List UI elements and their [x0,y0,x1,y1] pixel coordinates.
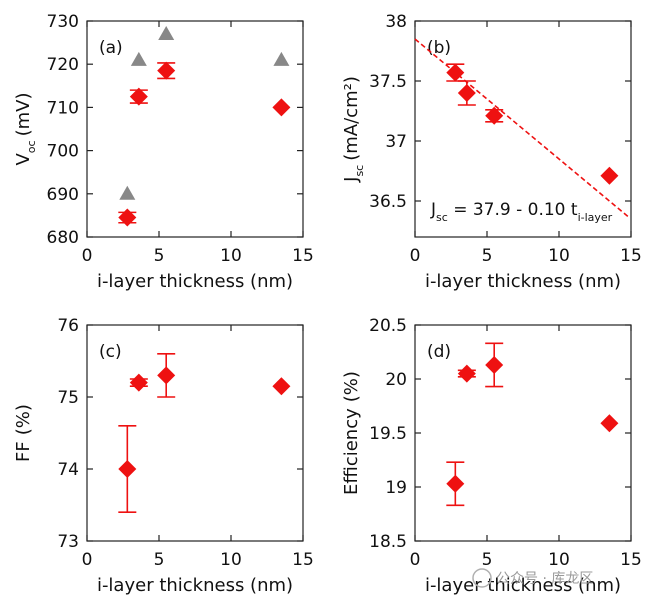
x-axis-label: i-layer thickness (nm) [97,575,293,596]
data-point-diamond [118,208,137,227]
data-point-diamond [129,373,148,392]
data-point-diamond [485,106,504,125]
y-tick-label: 73 [57,532,79,552]
fit-equation-main: J [430,200,436,220]
y-tick-label: 680 [47,228,79,248]
x-axis-label: i-layer thickness (nm) [425,271,621,292]
data-point-diamond [272,98,291,117]
x-tick-label: 5 [154,246,165,266]
y-axis-label-main: V [13,153,34,166]
x-tick-label: 15 [620,246,642,266]
y-tick-label: 20.5 [369,316,407,336]
y-axis-label-unit: (%) [13,404,34,435]
x-tick-label: 0 [82,550,93,570]
y-axis-label-sub: sc [353,165,366,177]
y-axis-label-main: J [341,177,362,183]
data-point-diamond [446,63,465,82]
x-tick-label: 15 [620,550,642,570]
y-tick-label: 720 [47,55,79,75]
x-tick-label: 0 [410,246,421,266]
y-tick-label: 75 [57,388,79,408]
fit-equation-tail-sub: i-layer [578,211,613,224]
data-point-diamond [129,87,148,106]
x-tick-label: 5 [154,550,165,570]
x-axis-label: i-layer thickness (nm) [97,271,293,292]
data-point-diamond [457,84,476,102]
y-tick-label: 37.5 [369,72,407,92]
x-tick-label: 15 [292,550,314,570]
fit-line [414,38,629,218]
fit-equation-body: = 37.9 - 0.10 t [448,200,578,220]
x-tick-label: 0 [410,550,421,570]
y-axis-label: Voc (mV) [13,92,38,165]
y-axis-label-unit: (%) [341,371,362,402]
panel-label: (a) [99,38,123,58]
y-tick-label: 37 [385,132,407,152]
y-tick-label: 700 [47,142,79,162]
y-tick-label: 18.5 [369,532,407,552]
fit-equation: Jsc = 37.9 - 0.10 ti-layer [430,200,613,224]
y-tick-label: 74 [57,460,79,480]
x-tick-label: 5 [482,246,493,266]
watermark: 公众号 · 库龙区 [472,568,593,588]
y-axis-label-unit: (mA/cm²) [341,76,362,161]
y-axis-label-unit: (mV) [13,92,34,136]
y-tick-label: 710 [47,98,79,118]
plot-frame [86,20,304,238]
panel-label: (d) [427,342,451,362]
fit-equation-sub: sc [436,211,448,224]
watermark-text: 公众号 · 库龙区 [496,571,593,587]
x-tick-label: 15 [292,246,314,266]
panel-2: 0 5 10 15 36.5 37 37.5 38 i-layer thickness (nm)… [341,12,642,292]
y-tick-label: 690 [47,185,79,205]
y-axis-label: Efficiency (%) [341,371,362,495]
plot-frame [414,20,632,238]
data-point-diamond [457,364,476,383]
data-point-triangle [158,25,175,40]
wechat-icon [472,568,492,588]
x-tick-label: 10 [548,550,570,570]
data-point-diamond [446,474,465,493]
panel-label: (c) [99,342,122,362]
data-point-diamond [600,166,619,185]
data-point-diamond [157,366,176,385]
data-point-diamond [600,414,619,433]
panel-3: 0 5 10 15 73 74 75 76 i-layer thickness (nm) FF (%… [13,316,314,596]
data-point-triangle [130,51,147,66]
x-tick-label: 10 [220,550,242,570]
y-tick-label: 730 [47,12,79,32]
data-point-diamond [272,377,291,396]
data-point-diamond [157,61,176,80]
panel-label: (b) [427,38,451,58]
y-tick-label: 36.5 [369,192,407,212]
y-tick-label: 76 [57,316,79,336]
data-point-triangle [119,185,136,200]
panel-1: 0 5 10 15 680 690 700 710 720 730 i-layer thicknes… [13,12,314,292]
x-tick-label: 5 [482,550,493,570]
y-tick-label: 38 [385,12,407,32]
y-axis-label-main: FF [13,441,34,462]
y-tick-label: 20 [385,370,407,390]
data-point-diamond [485,355,504,374]
y-axis-label-sub: oc [25,140,38,153]
plot-frame [86,324,304,542]
y-axis-label: FF (%) [13,404,34,462]
x-tick-label: 0 [82,246,93,266]
data-point-triangle [273,51,290,66]
data-point-diamond [118,460,137,478]
y-tick-label: 19 [385,478,407,498]
y-axis-label-main: Efficiency [341,408,362,495]
y-axis-label: Jsc (mA/cm²) [341,76,366,183]
x-tick-label: 10 [548,246,570,266]
y-tick-label: 19.5 [369,424,407,444]
x-tick-label: 10 [220,246,242,266]
